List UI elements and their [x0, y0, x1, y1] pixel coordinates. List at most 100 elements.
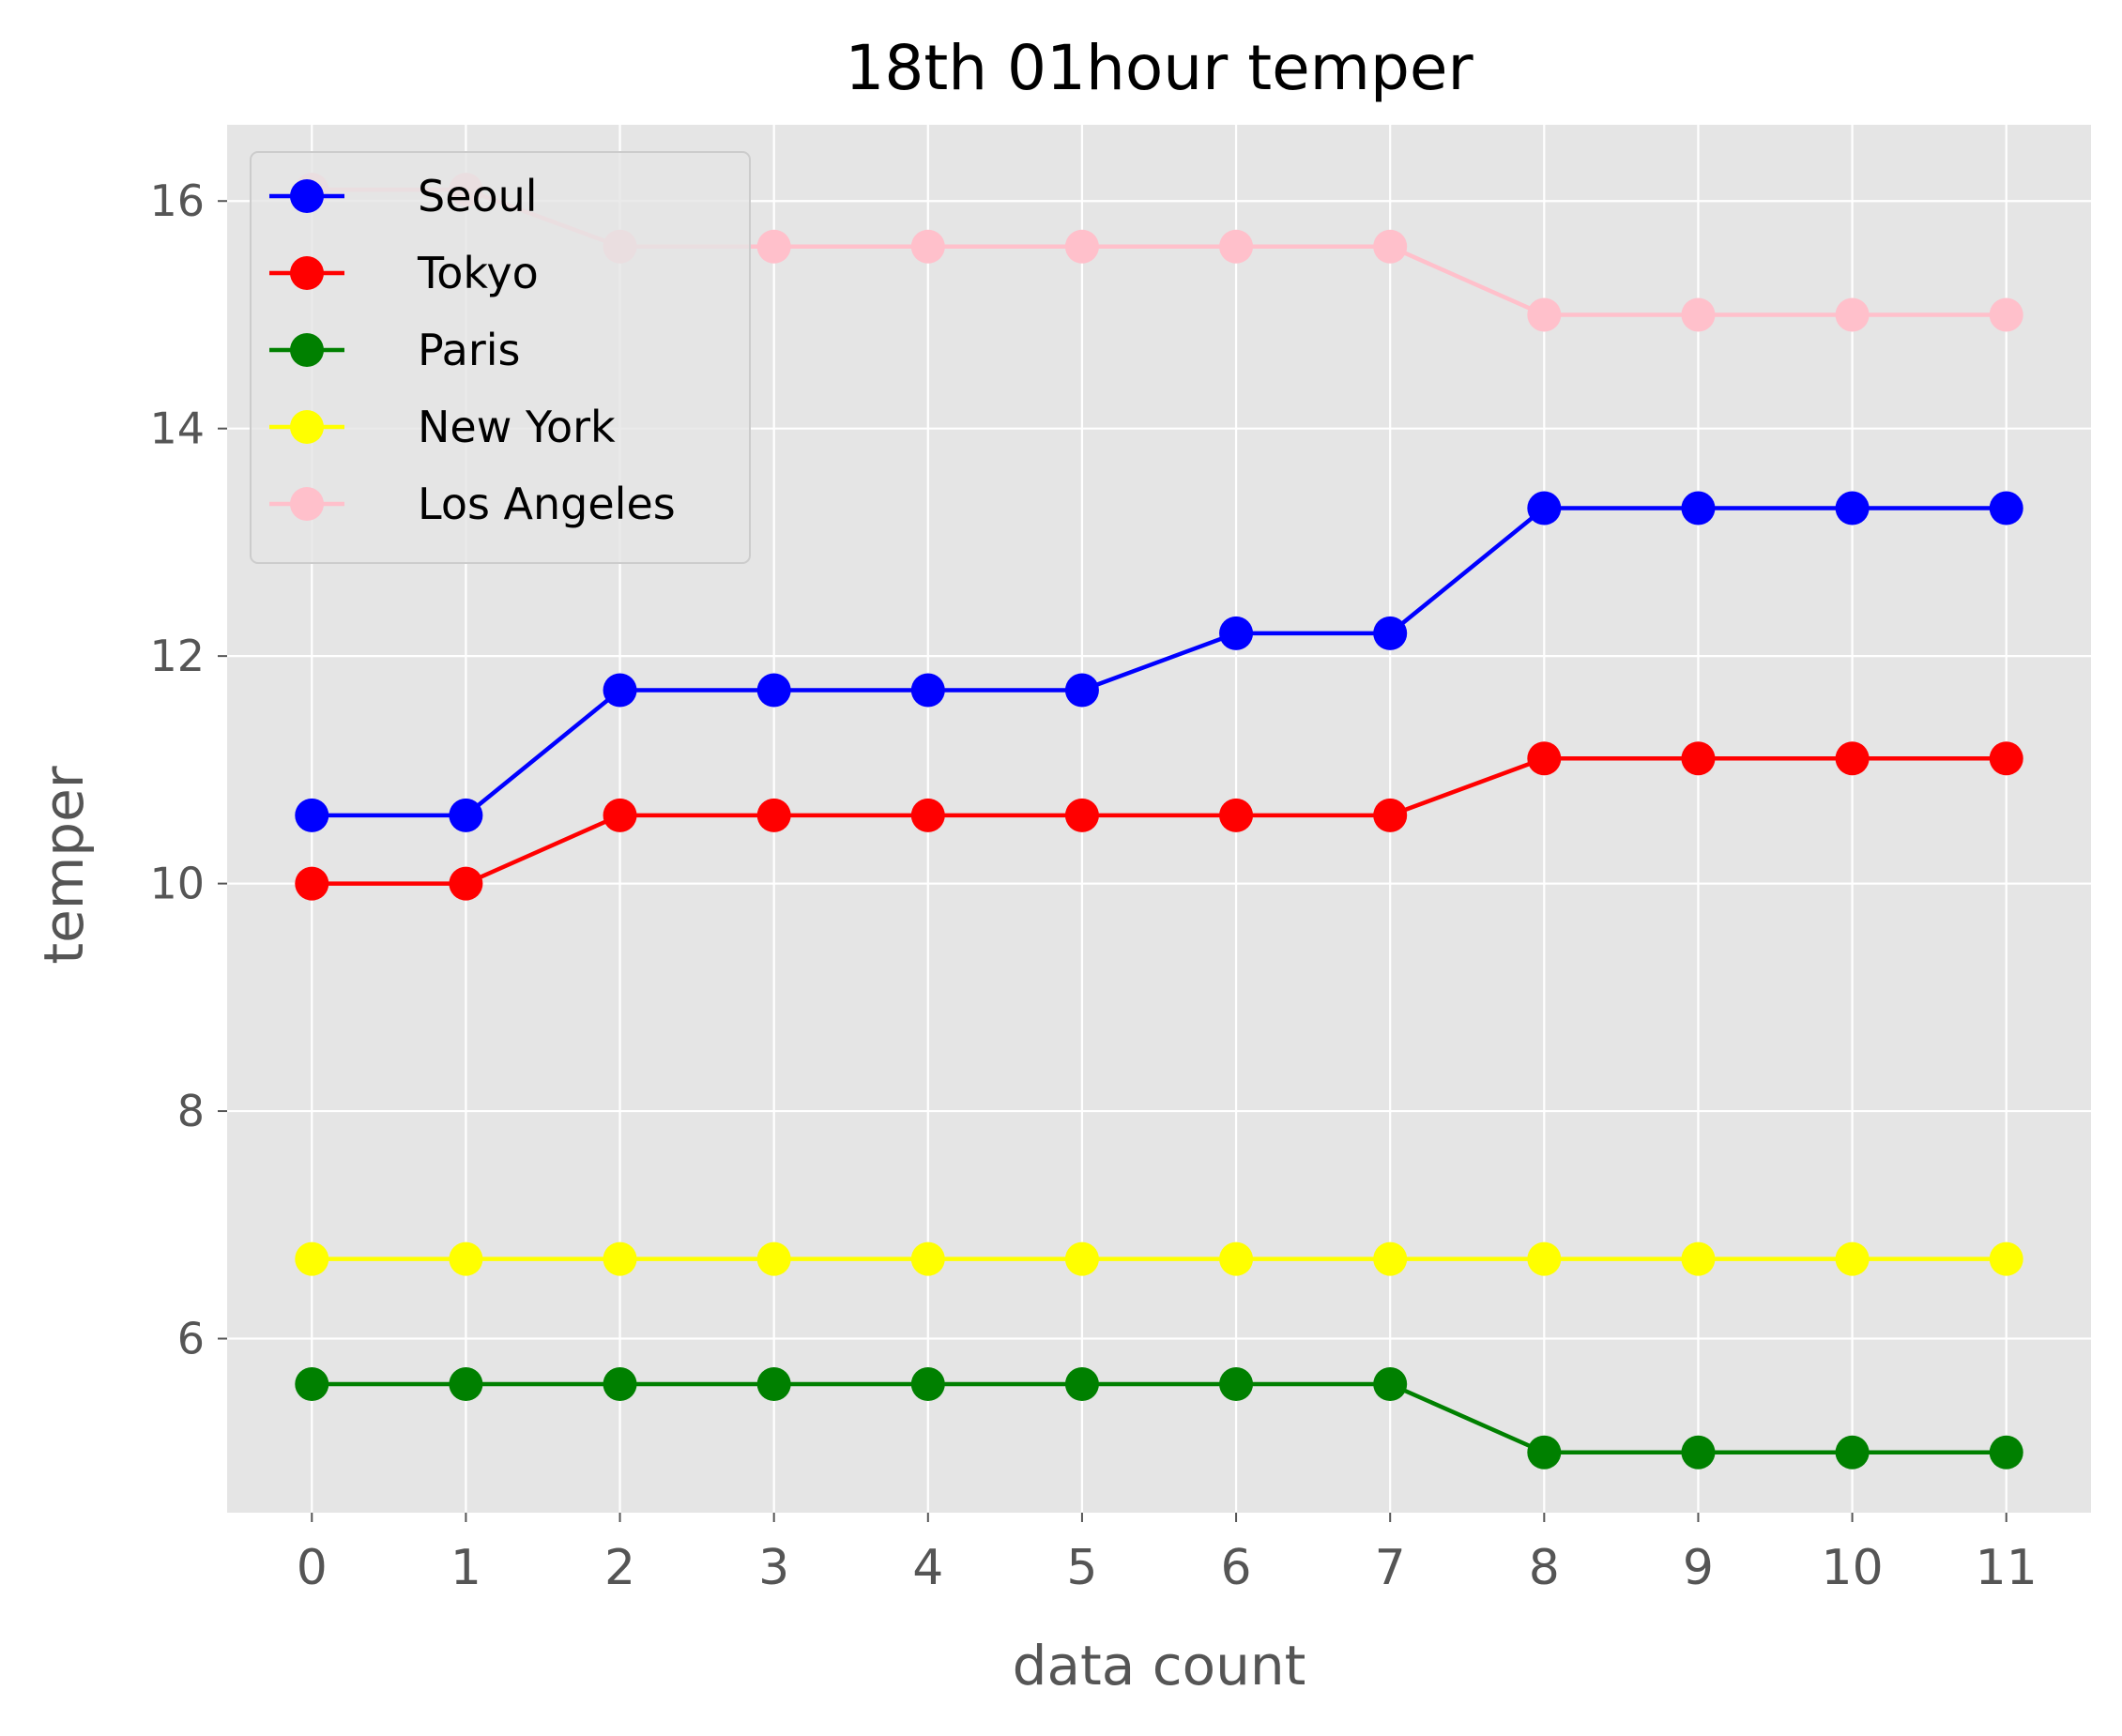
x-tick-label: 3: [758, 1540, 789, 1596]
data-point: [1373, 1367, 1408, 1402]
data-point: [1527, 297, 1562, 332]
data-point: [1219, 1367, 1254, 1402]
data-point: [756, 673, 791, 708]
data-point: [756, 1367, 791, 1402]
series-line: [312, 755, 2007, 886]
x-tick-label: 7: [1375, 1540, 1406, 1596]
y-tick-label: 10: [149, 859, 205, 909]
x-tick-label: 1: [450, 1540, 481, 1596]
legend-marker: [290, 487, 324, 521]
data-point: [1527, 1241, 1562, 1276]
data-point: [603, 798, 637, 832]
data-point: [1681, 1241, 1716, 1276]
data-point: [910, 798, 945, 832]
data-point: [1989, 1435, 2023, 1470]
data-point: [756, 229, 791, 264]
data-point: [603, 673, 637, 708]
series-line: [312, 506, 2007, 818]
data-point: [1064, 229, 1099, 264]
data-point: [1219, 798, 1254, 832]
data-point: [449, 866, 483, 901]
x-tick-label: 8: [1529, 1540, 1560, 1596]
data-point: [1989, 741, 2023, 776]
data-point: [1989, 1241, 2023, 1276]
data-point: [1835, 297, 1870, 332]
x-tick-label: 0: [297, 1540, 328, 1596]
data-point: [295, 1367, 329, 1402]
legend-item: Tokyo: [269, 248, 539, 298]
series-tokyo: [295, 741, 2023, 901]
x-axis-label: data count: [1013, 1634, 1306, 1698]
series-new-york: [295, 1241, 2023, 1276]
data-point: [910, 229, 945, 264]
data-point: [603, 1367, 637, 1402]
x-tick-label: 10: [1822, 1540, 1884, 1596]
data-point: [1219, 229, 1254, 264]
legend: Seoul Tokyo Paris New York Los Angeles: [250, 151, 751, 564]
data-point: [1373, 1241, 1408, 1276]
data-point: [1373, 798, 1408, 832]
data-point: [1064, 1241, 1099, 1276]
y-tick-label: 6: [177, 1314, 205, 1364]
y-tick-label: 8: [177, 1086, 205, 1136]
series-line: [312, 1381, 2007, 1454]
y-tick-label: 12: [149, 631, 205, 681]
chart-title: 18th 01hour temper: [845, 32, 1473, 104]
data-point: [910, 673, 945, 708]
data-point: [449, 1241, 483, 1276]
data-point: [1681, 1435, 1716, 1470]
x-tick-label: 6: [1221, 1540, 1252, 1596]
legend-label: Paris: [418, 325, 521, 375]
series-paris: [295, 1367, 2023, 1470]
data-point: [1064, 1367, 1099, 1402]
data-point: [1373, 616, 1408, 650]
x-tick-label: 5: [1066, 1540, 1097, 1596]
x-tick-label: 4: [912, 1540, 943, 1596]
data-point: [295, 798, 329, 832]
y-axis-label: temper: [32, 766, 96, 964]
data-point: [1681, 741, 1716, 776]
series-group: [295, 173, 2023, 1470]
legend-item: Seoul: [269, 171, 538, 221]
data-point: [1835, 491, 1870, 525]
legend-label: Seoul: [418, 171, 538, 221]
data-point: [910, 1367, 945, 1402]
y-tick-label: 16: [149, 175, 205, 226]
legend-frame: [250, 151, 751, 564]
data-point: [295, 866, 329, 901]
data-point: [295, 1241, 329, 1276]
data-point: [1835, 1435, 1870, 1470]
data-point: [1681, 297, 1716, 332]
data-point: [756, 798, 791, 832]
data-point: [1219, 1241, 1254, 1276]
data-point: [1064, 798, 1099, 832]
data-point: [1373, 229, 1408, 264]
data-point: [1064, 673, 1099, 708]
legend-item: New York: [269, 402, 616, 452]
data-point: [1681, 491, 1716, 525]
x-tick-label: 9: [1683, 1540, 1714, 1596]
x-tick-label: 11: [1976, 1540, 2038, 1596]
data-point: [1835, 1241, 1870, 1276]
data-point: [910, 1241, 945, 1276]
data-point: [1527, 491, 1562, 525]
legend-marker: [290, 179, 324, 213]
data-point: [449, 798, 483, 832]
data-point: [1527, 1435, 1562, 1470]
series-seoul: [295, 491, 2023, 832]
data-point: [1835, 741, 1870, 776]
data-point: [1219, 616, 1254, 650]
legend-label: Los Angeles: [418, 479, 676, 529]
legend-marker: [290, 256, 324, 290]
data-point: [449, 1367, 483, 1402]
data-point: [1527, 741, 1562, 776]
legend-marker: [290, 410, 324, 444]
legend-item: Paris: [269, 325, 521, 375]
y-tick-label: 14: [149, 404, 205, 454]
x-tick-label: 2: [604, 1540, 635, 1596]
legend-marker: [290, 333, 324, 367]
data-point: [1989, 491, 2023, 525]
